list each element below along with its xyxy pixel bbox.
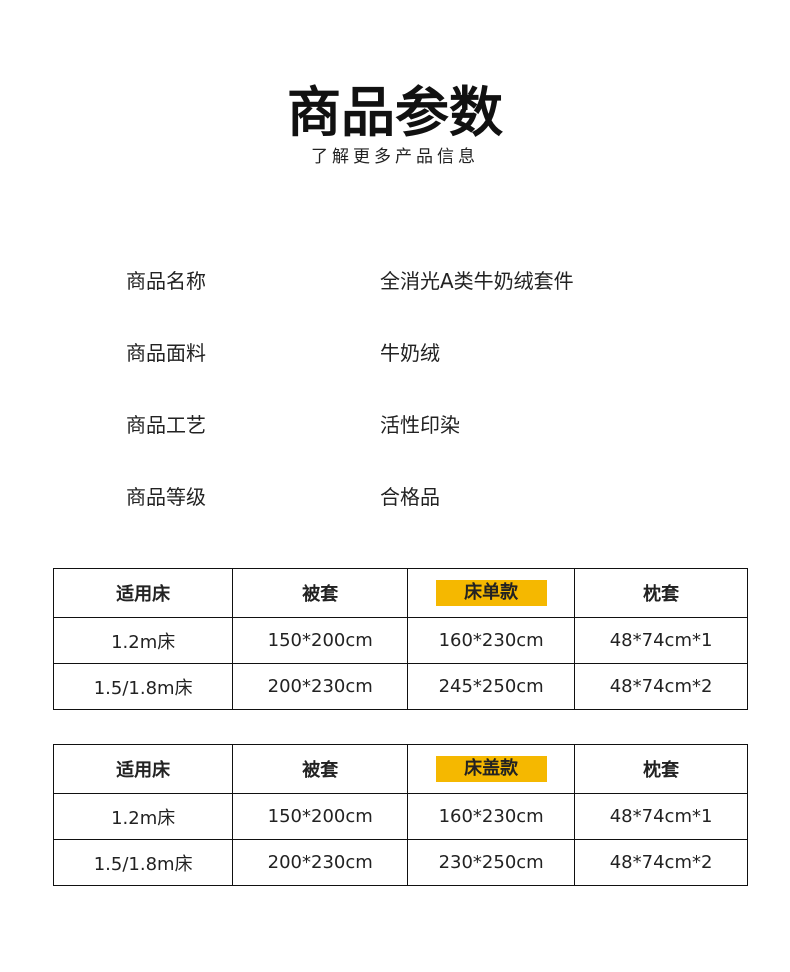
- page-subtitle: 了解更多产品信息: [311, 147, 479, 167]
- param-label: 商品等级: [126, 485, 206, 509]
- param-label: 商品名称: [126, 269, 206, 293]
- table-cell: 200*230cm: [232, 663, 409, 710]
- table-cell: 48*74cm*1: [574, 617, 748, 664]
- size-table: 适用床 被套 床单款 枕套 1.2m床 150*200cm 160*230cm 48*74cm…: [52, 568, 748, 710]
- param-row: 商品名称 全消光A类牛奶绒套件: [126, 265, 574, 294]
- header-label: 被套: [302, 760, 339, 781]
- table-cell: 1.2m床: [52, 617, 234, 664]
- size-table: 适用床 被套 床盖款 枕套 1.2m床 150*200cm 160*230cm 48*74cm…: [52, 744, 748, 886]
- table-cell: 160*230cm: [407, 793, 576, 840]
- header-label: 枕套: [643, 584, 680, 605]
- header-label: 枕套: [643, 760, 680, 781]
- table-cell: 200*230cm: [232, 839, 409, 886]
- param-label: 商品面料: [126, 341, 206, 365]
- param-row: 商品面料 牛奶绒: [126, 337, 440, 366]
- header-cell: 床单款: [407, 568, 576, 618]
- param-value: 全消光A类牛奶绒套件: [380, 269, 574, 293]
- header-cell: 被套: [232, 568, 409, 618]
- table-cell: 150*200cm: [232, 793, 409, 840]
- param-value: 合格品: [380, 485, 440, 509]
- highlight-label: 床单款: [435, 580, 547, 606]
- table-row: 1.2m床 150*200cm 160*230cm 48*74cm*1: [52, 793, 748, 840]
- header-label: 适用床: [116, 760, 171, 781]
- table-cell: 1.5/1.8m床: [52, 839, 234, 886]
- header-label: 适用床: [116, 584, 171, 605]
- table-header-row: 适用床 被套 床单款 枕套: [52, 568, 748, 618]
- param-value: 牛奶绒: [380, 341, 440, 365]
- table-row: 1.2m床 150*200cm 160*230cm 48*74cm*1: [52, 617, 748, 664]
- param-row: 商品等级 合格品: [126, 481, 440, 510]
- table-cell: 48*74cm*1: [574, 793, 748, 840]
- table-cell: 245*250cm: [407, 663, 576, 710]
- header-cell: 被套: [232, 744, 409, 794]
- table-cell: 150*200cm: [232, 617, 409, 664]
- param-row: 商品工艺 活性印染: [126, 409, 460, 438]
- table-cell: 160*230cm: [407, 617, 576, 664]
- table-cell: 1.2m床: [52, 793, 234, 840]
- param-label: 商品工艺: [126, 413, 206, 437]
- table-cell: 1.5/1.8m床: [52, 663, 234, 710]
- param-value: 活性印染: [380, 413, 460, 437]
- table-cell: 230*250cm: [407, 839, 576, 886]
- header-cell: 枕套: [574, 744, 748, 794]
- header-cell: 枕套: [574, 568, 748, 618]
- header-label: 被套: [302, 584, 339, 605]
- table-cell: 48*74cm*2: [574, 663, 748, 710]
- page-title: 商品参数: [287, 81, 503, 144]
- table-header-row: 适用床 被套 床盖款 枕套: [52, 744, 748, 794]
- header-cell: 适用床: [52, 744, 234, 794]
- highlight-label: 床盖款: [435, 756, 547, 782]
- table-row: 1.5/1.8m床 200*230cm 230*250cm 48*74cm*2: [52, 839, 748, 886]
- header-cell: 床盖款: [407, 744, 576, 794]
- table-cell: 48*74cm*2: [574, 839, 748, 886]
- table-row: 1.5/1.8m床 200*230cm 245*250cm 48*74cm*2: [52, 663, 748, 710]
- header-cell: 适用床: [52, 568, 234, 618]
